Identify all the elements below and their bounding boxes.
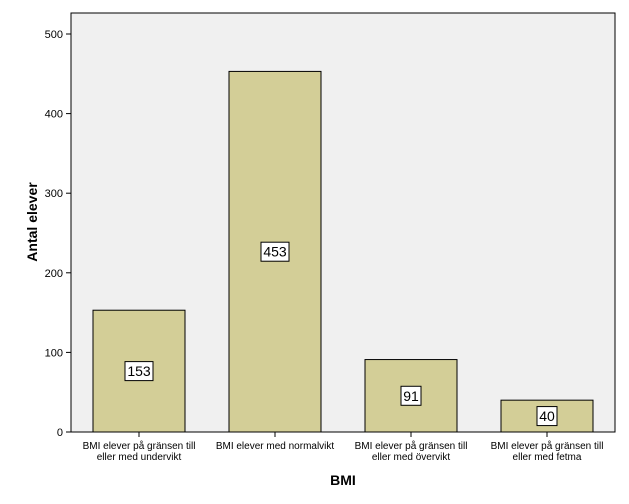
bars: 153 453 91 40 — [92, 70, 594, 433]
x-tick-label: BMI elever på gränsen till eller med över… — [355, 440, 468, 463]
data-label-box — [260, 241, 290, 262]
y-axis: 0 100 200 300 400 500 — [45, 29, 71, 439]
y-tick-label: 500 — [45, 29, 63, 41]
data-label-box — [124, 361, 154, 382]
data-label: 153 — [127, 363, 151, 379]
y-tick-label: 100 — [45, 347, 63, 359]
data-label-box — [536, 406, 558, 427]
x-tick-label: BMI elever på gränsen till eller med fetm… — [491, 440, 604, 463]
y-tick-label: 300 — [45, 188, 63, 200]
x-axis-title: BMI — [330, 472, 356, 488]
x-axis: BMI elever på gränsen till eller med unde… — [83, 432, 604, 463]
data-label: 91 — [403, 388, 419, 404]
data-label: 453 — [263, 244, 287, 260]
x-tick-label: BMI elever med normalvikt — [216, 441, 335, 452]
y-tick-label: 0 — [57, 427, 63, 439]
data-label: 40 — [539, 408, 555, 424]
y-tick-label: 400 — [45, 109, 63, 121]
y-tick-label: 200 — [45, 268, 63, 280]
data-label-box — [400, 385, 422, 406]
x-tick-label: BMI elever på gränsen till eller med unde… — [83, 440, 196, 463]
y-axis-title: Antal elever — [24, 182, 40, 262]
